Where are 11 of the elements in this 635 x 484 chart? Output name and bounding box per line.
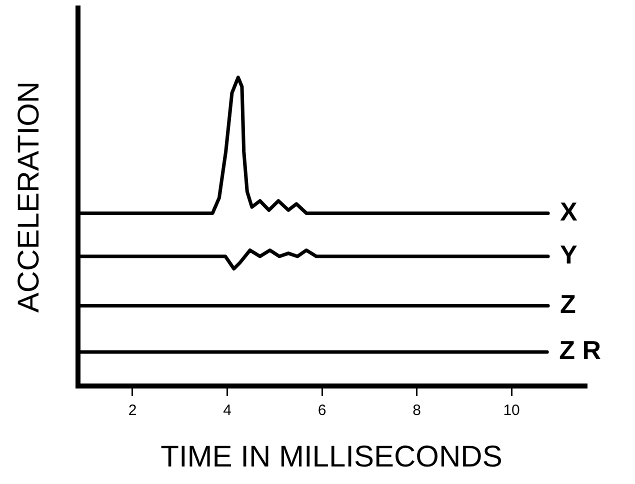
- x-tick-label: 6: [318, 402, 326, 420]
- series-label: Y: [560, 240, 578, 270]
- x-tick-label: 10: [503, 402, 520, 420]
- series-label: Z: [560, 288, 576, 319]
- series-label: Z R: [559, 335, 602, 366]
- x-tick-label: 8: [412, 402, 421, 420]
- x-tick-label: 4: [223, 402, 232, 420]
- y-axis-title: ACCELERATION: [12, 81, 46, 313]
- series-label: X: [560, 196, 578, 226]
- x-tick-label: 2: [128, 402, 137, 420]
- x-axis-title: TIME IN MILLISECONDS: [160, 440, 502, 474]
